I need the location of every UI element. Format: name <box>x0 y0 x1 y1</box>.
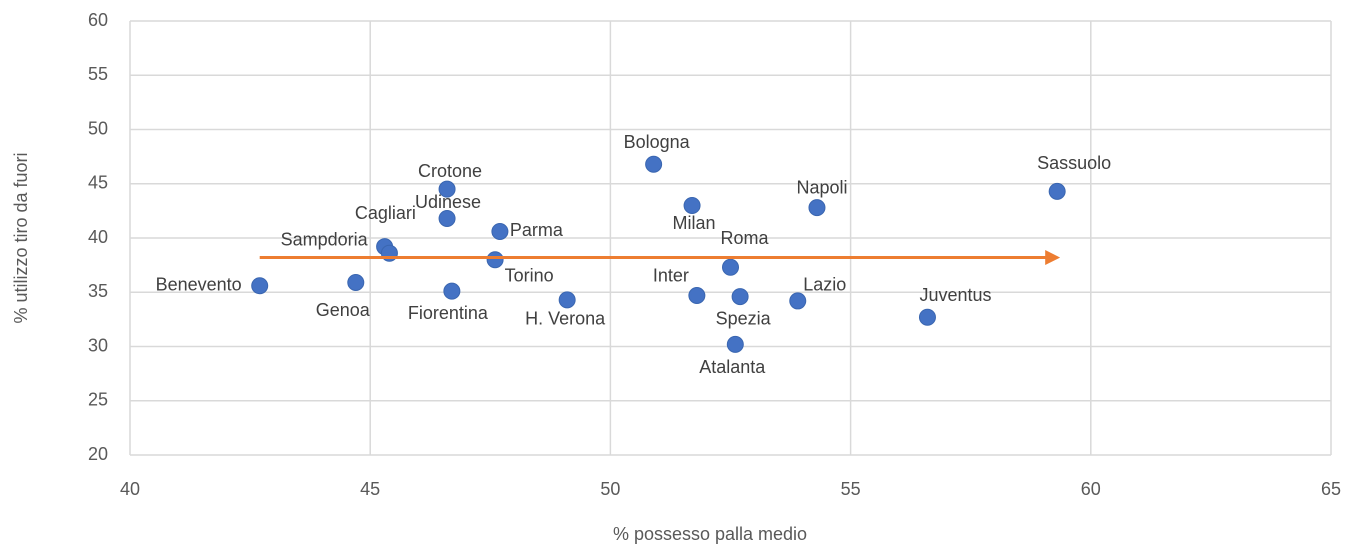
point-label: Juventus <box>919 285 991 305</box>
point <box>731 288 749 306</box>
x-tick-label: 60 <box>1081 479 1101 499</box>
point <box>722 258 739 276</box>
point-label: Bologna <box>624 132 691 152</box>
point <box>918 308 936 326</box>
y-axis-label: % utilizzo tiro da fuori <box>11 152 31 323</box>
point-label: Spezia <box>716 308 772 328</box>
y-tick-label: 55 <box>88 64 108 84</box>
x-tick-label: 45 <box>360 479 380 499</box>
point <box>347 273 365 291</box>
point <box>251 277 269 295</box>
point-label: Atalanta <box>699 357 766 377</box>
y-tick-label: 30 <box>88 335 108 355</box>
point-label: Sassuolo <box>1037 153 1111 173</box>
point-label: Napoli <box>796 177 847 197</box>
point-label: Milan <box>673 213 716 233</box>
point <box>1048 182 1066 200</box>
point <box>486 251 504 269</box>
point-label: Torino <box>505 265 554 285</box>
point-label: Benevento <box>156 274 242 294</box>
y-tick-label: 20 <box>88 444 108 464</box>
point-label: H. Verona <box>525 309 606 329</box>
y-tick-label: 60 <box>88 10 108 30</box>
point <box>808 199 826 217</box>
point-label: Genoa <box>316 300 371 320</box>
point <box>688 287 706 305</box>
point-label: Inter <box>653 265 689 285</box>
point-label: Parma <box>510 220 564 240</box>
point-label: Roma <box>720 228 769 248</box>
point-label: Crotone <box>418 161 482 181</box>
point-label: Cagliari <box>355 203 416 223</box>
y-tick-label: 35 <box>88 281 108 301</box>
y-tick-label: 25 <box>88 390 108 410</box>
point <box>645 155 663 173</box>
point <box>726 335 744 353</box>
x-tick-label: 55 <box>841 479 861 499</box>
x-tick-label: 65 <box>1321 479 1341 499</box>
point-label: Sampdoria <box>281 229 369 249</box>
point-label: Fiorentina <box>408 303 489 323</box>
point <box>491 222 509 240</box>
point <box>683 196 701 214</box>
x-axis-label: % possesso palla medio <box>613 524 807 544</box>
point <box>443 282 461 300</box>
point <box>789 292 807 310</box>
point-label: Udinese <box>415 192 481 212</box>
y-tick-label: 40 <box>88 227 108 247</box>
y-tick-label: 45 <box>88 173 108 193</box>
y-tick-label: 50 <box>88 118 108 138</box>
point <box>438 180 456 198</box>
x-tick-label: 40 <box>120 479 140 499</box>
point <box>558 291 576 309</box>
point-label: Lazio <box>803 275 846 295</box>
point <box>438 209 456 227</box>
x-tick-label: 50 <box>600 479 620 499</box>
